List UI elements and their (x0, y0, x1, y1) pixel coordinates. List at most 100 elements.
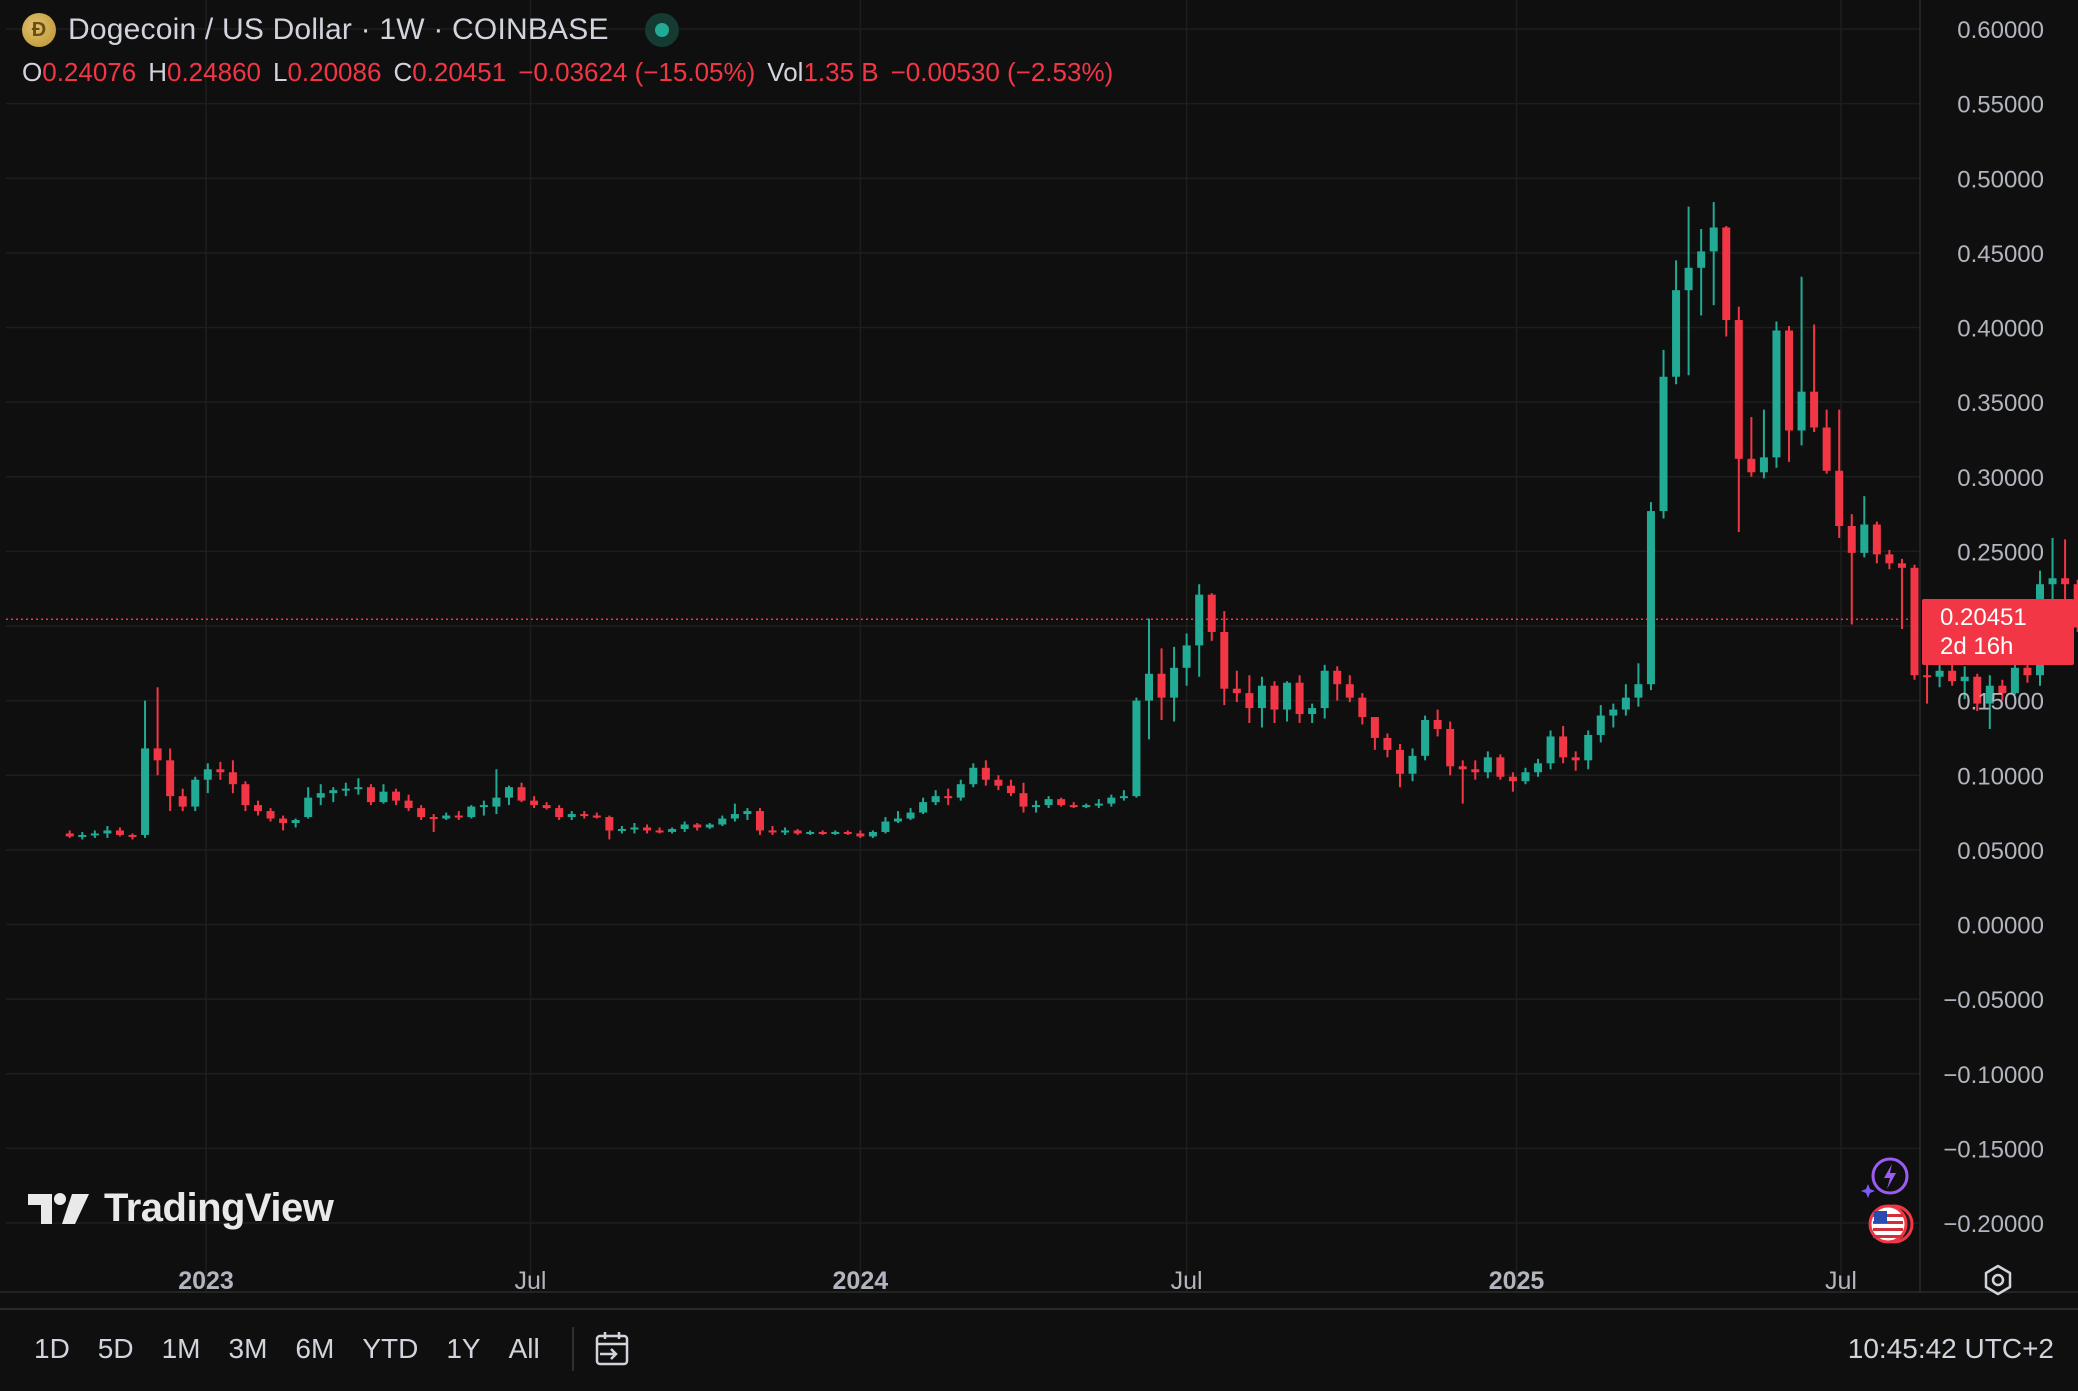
candle[interactable] (178, 788, 187, 812)
candle[interactable] (329, 787, 338, 803)
candle[interactable] (1672, 260, 1681, 385)
candle[interactable] (1684, 206, 1693, 376)
candle[interactable] (1910, 564, 1919, 680)
candle[interactable] (1885, 549, 1894, 570)
candle[interactable] (115, 827, 124, 837)
candle[interactable] (1697, 228, 1706, 316)
candle[interactable] (944, 788, 953, 806)
candle[interactable] (1483, 751, 1492, 779)
candle[interactable] (542, 802, 551, 810)
candle[interactable] (1044, 796, 1053, 809)
candle[interactable] (1283, 681, 1292, 722)
candle[interactable] (605, 815, 614, 840)
candle[interactable] (65, 830, 74, 838)
candle[interactable] (417, 805, 426, 821)
candle[interactable] (1433, 709, 1442, 737)
candle[interactable] (304, 787, 313, 819)
candle[interactable] (492, 769, 501, 815)
candle[interactable] (693, 823, 702, 831)
candle[interactable] (1534, 758, 1543, 777)
candle[interactable] (1546, 730, 1555, 770)
candle[interactable] (166, 748, 175, 812)
candle[interactable] (429, 814, 438, 832)
candle[interactable] (1734, 306, 1743, 532)
candle[interactable] (1960, 666, 1969, 700)
candle[interactable] (1408, 748, 1417, 782)
candle[interactable] (1458, 760, 1467, 804)
candle[interactable] (843, 830, 852, 835)
candle[interactable] (1308, 703, 1317, 724)
candle[interactable] (743, 808, 752, 821)
candle[interactable] (128, 833, 137, 840)
candle[interactable] (1508, 772, 1517, 792)
candle[interactable] (1144, 618, 1153, 740)
candle[interactable] (793, 828, 802, 835)
symbol-title[interactable]: Dogecoin / US Dollar · 1W · COINBASE (68, 13, 609, 46)
candle[interactable] (1985, 675, 1994, 729)
candle[interactable] (191, 776, 200, 812)
go-to-date-icon[interactable] (592, 1329, 632, 1369)
candle[interactable] (768, 825, 777, 835)
us-flag-icon[interactable] (1866, 1202, 1916, 1251)
candle[interactable] (894, 811, 903, 824)
candle[interactable] (228, 760, 237, 794)
candle[interactable] (1182, 633, 1191, 686)
candle[interactable] (1897, 558, 1906, 629)
candle[interactable] (1747, 417, 1756, 477)
candle[interactable] (1333, 666, 1342, 701)
candle[interactable] (567, 811, 576, 821)
candle[interactable] (442, 812, 451, 821)
candle[interactable] (1383, 733, 1392, 758)
candle[interactable] (530, 796, 539, 809)
candle[interactable] (216, 761, 225, 780)
candle[interactable] (1496, 754, 1505, 780)
candle[interactable] (1609, 703, 1618, 728)
candle[interactable] (203, 763, 212, 794)
candle[interactable] (1935, 663, 1944, 688)
candle[interactable] (1006, 779, 1015, 797)
candle[interactable] (1659, 349, 1668, 519)
candle[interactable] (1810, 324, 1819, 432)
candle[interactable] (1295, 675, 1304, 724)
candle[interactable] (956, 779, 965, 801)
candle[interactable] (580, 811, 589, 819)
axis-settings-gear-icon[interactable] (1980, 1262, 2016, 1298)
candle[interactable] (354, 778, 363, 795)
candle[interactable] (1082, 803, 1091, 809)
candle[interactable] (78, 831, 87, 840)
candle[interactable] (1722, 226, 1731, 337)
candle[interactable] (1822, 409, 1831, 474)
candle[interactable] (517, 782, 526, 803)
range-5d-button[interactable]: 5D (97, 1333, 134, 1364)
candle[interactable] (1621, 684, 1630, 716)
candle[interactable] (379, 784, 388, 804)
candle[interactable] (1709, 202, 1718, 306)
candle[interactable] (1872, 521, 1881, 564)
range-6m-button[interactable]: 6M (295, 1333, 335, 1364)
candle[interactable] (1395, 743, 1404, 788)
candle[interactable] (1157, 648, 1166, 721)
candle[interactable] (504, 785, 513, 806)
candle[interactable] (1421, 715, 1430, 761)
candle[interactable] (981, 760, 990, 786)
candle[interactable] (366, 784, 375, 806)
candle[interactable] (1132, 697, 1141, 798)
candle[interactable] (266, 808, 275, 822)
candle[interactable] (643, 824, 652, 834)
candle[interactable] (969, 763, 978, 788)
candle[interactable] (868, 830, 877, 838)
candle[interactable] (1270, 681, 1279, 724)
candle[interactable] (755, 808, 764, 835)
candle[interactable] (730, 803, 739, 822)
candle[interactable] (1584, 730, 1593, 770)
candle[interactable] (241, 781, 250, 812)
range-1d-button[interactable]: 1D (34, 1333, 70, 1364)
range-all-button[interactable]: All (508, 1333, 540, 1364)
candle[interactable] (617, 825, 626, 834)
candle[interactable] (994, 775, 1003, 791)
candle[interactable] (1232, 670, 1241, 703)
range-1y-button[interactable]: 1Y (446, 1333, 481, 1364)
range-ytd-button[interactable]: YTD (362, 1333, 419, 1364)
